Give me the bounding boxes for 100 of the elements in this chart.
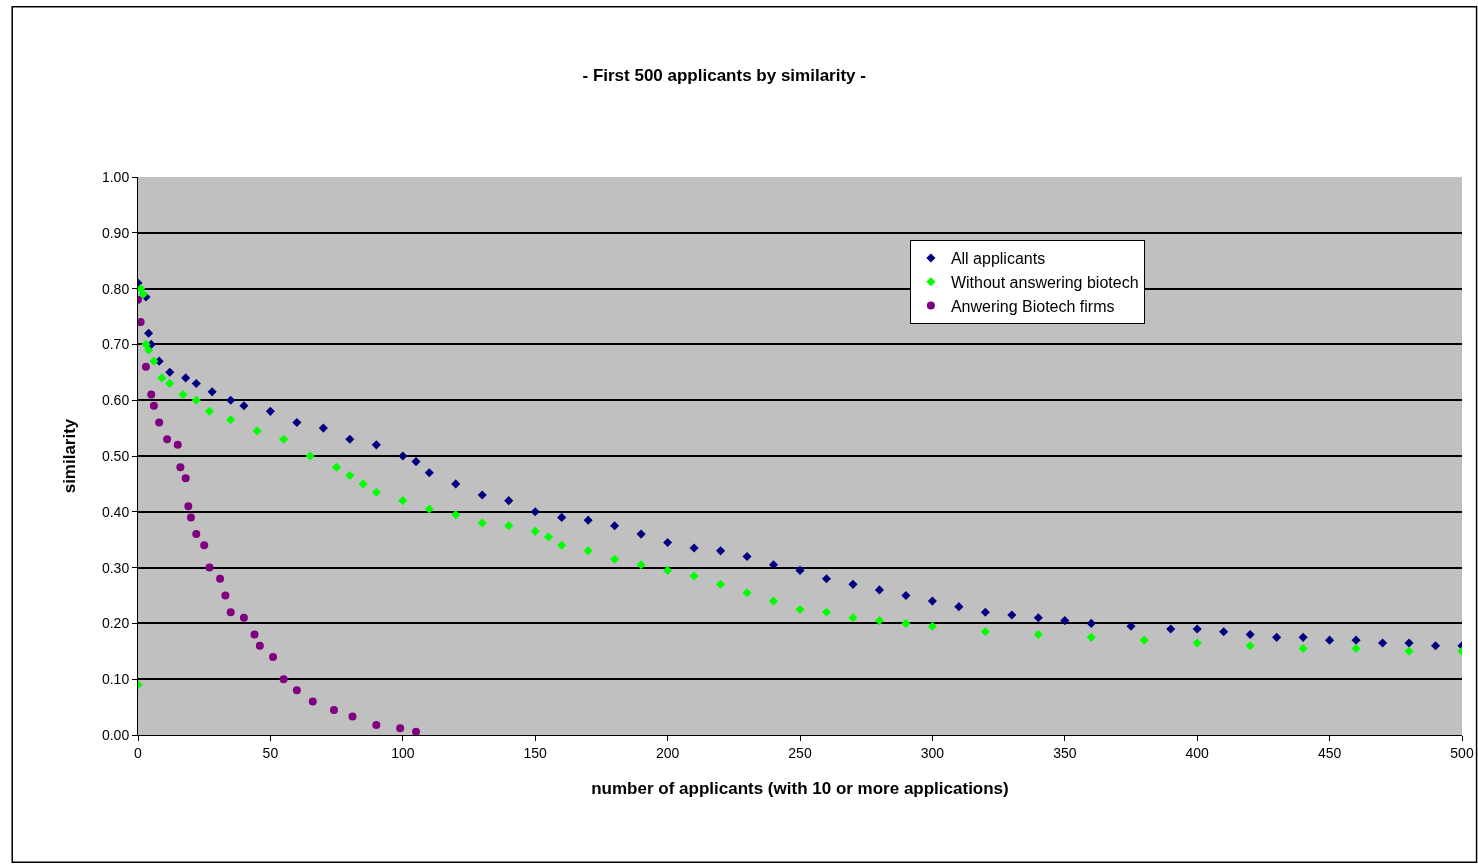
point	[348, 712, 357, 721]
x-tick-label: 150	[523, 744, 548, 761]
x-tick-label: 0	[134, 744, 143, 761]
point	[292, 417, 302, 428]
point	[178, 390, 188, 400]
y-tick-label: 0.20	[101, 615, 130, 632]
point	[663, 537, 673, 548]
point	[181, 373, 191, 383]
point	[165, 367, 175, 377]
point	[424, 468, 434, 478]
point	[181, 474, 190, 483]
point	[279, 434, 289, 444]
point	[1086, 618, 1096, 628]
y-tick-label: 0.00	[101, 726, 130, 743]
point	[1298, 643, 1308, 654]
x-axis-title: number of applicants (with 10 or more applications)	[591, 779, 1009, 799]
point	[477, 518, 487, 528]
point	[874, 585, 884, 595]
point	[332, 462, 342, 472]
point	[396, 724, 405, 733]
point	[221, 591, 230, 600]
point	[821, 607, 832, 617]
point	[292, 686, 301, 695]
point	[252, 426, 262, 436]
point	[216, 574, 225, 583]
point	[504, 521, 514, 531]
point	[149, 401, 158, 410]
point	[1298, 632, 1308, 642]
point	[372, 720, 381, 729]
point	[1192, 624, 1202, 634]
point	[451, 479, 461, 489]
point	[1245, 630, 1255, 640]
point	[543, 532, 553, 542]
point	[205, 563, 214, 572]
x-tick-label: 300	[920, 744, 945, 761]
x-tick-label: 250	[788, 744, 812, 761]
point	[1126, 621, 1136, 631]
point	[980, 627, 990, 637]
point	[1166, 624, 1176, 634]
point	[226, 395, 236, 405]
point	[1272, 632, 1282, 642]
point	[1007, 610, 1017, 620]
point	[411, 457, 421, 467]
point	[1351, 643, 1361, 654]
point	[141, 362, 150, 371]
point	[583, 546, 593, 556]
point	[305, 451, 315, 461]
point	[255, 641, 264, 650]
point	[269, 652, 278, 661]
point	[530, 526, 540, 536]
point	[1060, 616, 1070, 626]
point	[689, 571, 699, 581]
point	[173, 440, 182, 449]
point	[1430, 641, 1441, 651]
point	[1378, 638, 1388, 648]
point	[184, 502, 193, 511]
y-tick-label: 0.70	[101, 336, 130, 353]
point	[192, 530, 201, 539]
y-tick-label: 0.90	[101, 224, 130, 241]
point	[768, 596, 779, 606]
point	[1245, 641, 1255, 651]
point	[424, 504, 434, 514]
legend-label: Without answering biotech	[950, 273, 1139, 291]
point	[477, 490, 487, 500]
point	[663, 565, 673, 575]
point	[821, 574, 832, 584]
point	[716, 546, 726, 556]
point	[1033, 630, 1043, 640]
x-tick-label: 450	[1317, 744, 1342, 761]
point	[239, 401, 249, 411]
point	[144, 328, 154, 338]
point	[557, 512, 567, 522]
point	[226, 415, 236, 425]
point	[557, 540, 567, 550]
x-tick-label: 350	[1053, 744, 1077, 761]
point	[207, 387, 217, 397]
point	[163, 435, 172, 444]
point	[279, 675, 288, 684]
point	[265, 406, 275, 416]
x-tick-label: 500	[1450, 744, 1474, 761]
chart-title: - First 500 applicants by similarity -	[582, 66, 866, 86]
point	[583, 515, 593, 525]
y-tick-label: 0.30	[101, 559, 130, 576]
point	[768, 560, 779, 570]
y-tick-label: 0.10	[101, 671, 130, 688]
point	[1351, 635, 1361, 645]
point	[795, 604, 805, 614]
point	[504, 496, 514, 506]
point	[1404, 646, 1414, 656]
point	[636, 560, 646, 570]
point	[901, 590, 911, 601]
point	[716, 579, 726, 589]
point	[1086, 632, 1096, 642]
point	[345, 470, 355, 481]
point	[1192, 638, 1202, 648]
y-tick-label: 0.40	[101, 503, 130, 520]
point	[927, 596, 937, 606]
point	[147, 390, 156, 399]
point	[318, 423, 328, 433]
point	[149, 356, 159, 366]
